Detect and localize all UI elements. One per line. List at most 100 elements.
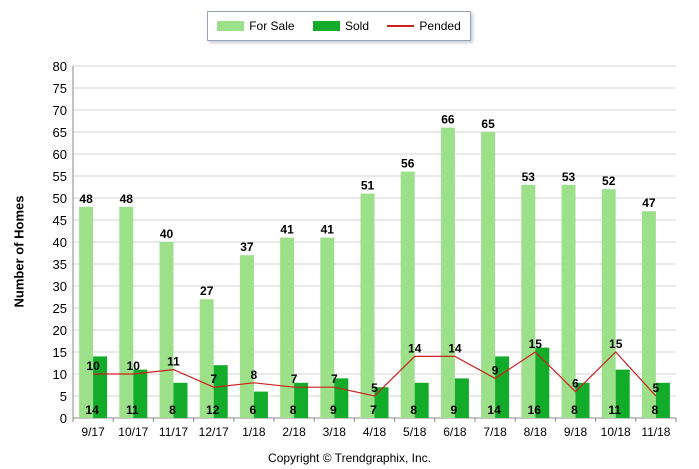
data-label-pended: 14 [448, 341, 462, 355]
bar-for-sale [601, 189, 616, 418]
x-tick-label: 5/18 [403, 425, 427, 439]
data-label-sold: 12 [206, 403, 220, 417]
y-tick-label: 45 [53, 213, 67, 228]
data-label-for-sale: 53 [562, 170, 576, 184]
legend-label-pended: Pended [419, 19, 461, 33]
bar-for-sale [199, 299, 214, 418]
bar-sold [173, 382, 188, 418]
data-label-pended: 7 [210, 372, 217, 386]
y-tick-label: 40 [53, 235, 67, 250]
y-tick-label: 70 [53, 103, 67, 118]
legend-swatch-for-sale [217, 21, 245, 31]
data-label-for-sale: 41 [321, 223, 335, 237]
legend-item-sold: Sold [312, 19, 369, 33]
y-tick-label: 60 [53, 147, 67, 162]
bar-sold [615, 369, 630, 418]
data-label-pended: 5 [653, 381, 660, 395]
x-tick-label: 11/18 [641, 425, 670, 439]
bar-for-sale [521, 184, 536, 418]
data-label-pended: 7 [291, 372, 298, 386]
bar-sold [253, 391, 268, 418]
x-tick-label: 2/18 [282, 425, 306, 439]
data-label-sold: 16 [528, 403, 542, 417]
chart-legend: For Sale Sold Pended [207, 11, 471, 41]
data-label-for-sale: 66 [441, 113, 455, 127]
y-tick-label: 30 [53, 279, 67, 294]
y-axis-label: Number of Homes [11, 195, 27, 308]
x-tick-label: 9/18 [564, 425, 588, 439]
data-label-for-sale: 65 [481, 117, 495, 131]
bar-sold [414, 382, 429, 418]
bar-for-sale [79, 206, 94, 418]
y-tick-label: 75 [53, 81, 67, 96]
data-label-for-sale: 56 [401, 157, 415, 171]
data-label-for-sale: 48 [79, 192, 93, 206]
data-label-sold: 11 [608, 403, 621, 417]
data-label-pended: 6 [572, 377, 579, 391]
data-label-pended: 7 [331, 372, 338, 386]
legend-swatch-pended [387, 25, 415, 27]
data-label-sold: 6 [250, 403, 257, 417]
data-label-sold: 9 [451, 403, 458, 417]
y-tick-label: 0 [60, 411, 67, 426]
data-label-for-sale: 37 [240, 240, 254, 254]
data-label-sold: 14 [85, 403, 99, 417]
data-label-sold: 11 [126, 403, 139, 417]
data-label-pended: 10 [127, 359, 141, 373]
bar-for-sale [400, 171, 415, 418]
data-label-for-sale: 52 [602, 174, 616, 188]
legend-item-for-sale: For Sale [217, 19, 295, 33]
bar-sold [374, 387, 389, 418]
data-label-sold: 8 [290, 403, 297, 417]
legend-label-sold: Sold [344, 19, 369, 33]
data-label-sold: 8 [410, 403, 417, 417]
data-label-pended: 8 [251, 368, 258, 382]
bar-for-sale [239, 255, 254, 418]
data-label-for-sale: 53 [522, 170, 536, 184]
bar-sold [655, 382, 670, 418]
bar-sold [575, 382, 590, 418]
x-tick-label: 12/17 [199, 425, 229, 439]
y-axis-label-wrap: Number of Homes [12, 196, 27, 308]
y-tick-label: 5 [60, 389, 67, 404]
line-pended [93, 351, 657, 397]
bar-for-sale [440, 127, 455, 418]
y-tick-label: 50 [53, 191, 67, 206]
x-tick-label: 10/18 [601, 425, 631, 439]
x-tick-label: 3/18 [323, 425, 347, 439]
bar-for-sale [561, 184, 576, 418]
x-tick-label: 4/18 [363, 425, 387, 439]
data-label-sold: 14 [487, 403, 501, 417]
y-tick-label: 35 [53, 257, 67, 272]
x-tick-label: 1/18 [242, 425, 266, 439]
y-tick-label: 55 [53, 169, 67, 184]
data-label-for-sale: 51 [361, 179, 375, 193]
bar-sold [535, 347, 550, 418]
data-label-for-sale: 27 [200, 284, 214, 298]
data-label-for-sale: 41 [280, 223, 294, 237]
data-label-pended: 9 [492, 363, 499, 377]
data-label-sold: 7 [370, 403, 377, 417]
bar-for-sale [641, 211, 656, 418]
data-label-for-sale: 48 [120, 192, 134, 206]
bar-sold [294, 382, 309, 418]
data-label-sold: 8 [169, 403, 176, 417]
y-tick-label: 80 [53, 59, 67, 74]
legend-label-for-sale: For Sale [249, 19, 295, 33]
x-tick-label: 10/17 [118, 425, 148, 439]
data-label-sold: 8 [652, 403, 659, 417]
x-tick-label: 7/18 [483, 425, 507, 439]
data-label-sold: 9 [330, 403, 337, 417]
bar-for-sale [159, 242, 174, 418]
data-label-pended: 11 [167, 355, 180, 369]
bar-sold [454, 378, 469, 418]
bar-sold [133, 369, 148, 418]
y-tick-label: 25 [53, 301, 67, 316]
bar-sold [93, 356, 108, 418]
data-label-pended: 5 [371, 381, 378, 395]
data-label-pended: 10 [86, 359, 100, 373]
bar-for-sale [360, 193, 375, 418]
data-label-pended: 14 [408, 341, 422, 355]
